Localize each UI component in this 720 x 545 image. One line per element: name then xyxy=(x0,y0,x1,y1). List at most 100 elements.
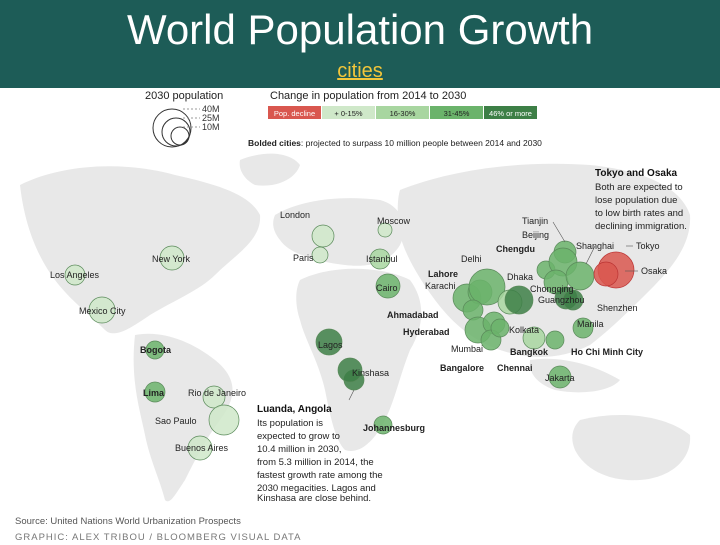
label-sao-paulo: Sao Paulo xyxy=(155,416,197,426)
label-jakarta: Jakarta xyxy=(545,373,575,383)
bubble-bangkok[interactable] xyxy=(522,326,546,350)
bubble-paris[interactable] xyxy=(311,246,329,264)
slide-header xyxy=(0,0,720,88)
label-cairo: Cairo xyxy=(376,283,398,293)
bubble-lagos[interactable] xyxy=(315,328,343,356)
label-lagos: Lagos xyxy=(318,340,343,350)
legend-change-label-3: 31-45% xyxy=(444,109,470,118)
label-karachi: Karachi xyxy=(425,281,456,291)
label-mexico-city: Mexico City xyxy=(79,306,126,316)
luanda-annotation-title: Luanda, Angola xyxy=(257,404,332,415)
legend-change-label-4: 46% or more xyxy=(489,109,532,118)
bubble-new-york[interactable] xyxy=(159,245,185,271)
luanda-annotation-line-6: 2030 megacities. Lagos and xyxy=(257,483,376,494)
land-europe xyxy=(273,198,404,266)
label-delhi: Delhi xyxy=(461,254,482,264)
legend-change-scale: Pop. decline + 0-15% 16-30% 31-45% 46% or mo… xyxy=(268,106,537,119)
legend-change-swatch-1 xyxy=(322,106,375,119)
tokyo-annotation-line-4: declining immigration. xyxy=(595,221,687,232)
luanda-annotation-line-2: expected to grow to xyxy=(257,431,340,442)
label-beijing: Beijing xyxy=(522,230,549,240)
luanda-annotation-line-4: from 5.3 million in 2014, the xyxy=(257,457,374,468)
legend-change-label-2: 16-30% xyxy=(390,109,416,118)
leader-tianjin xyxy=(552,221,566,243)
label-istanbul: Istanbul xyxy=(366,254,398,264)
land-africa xyxy=(296,268,422,451)
cities-link[interactable]: cities xyxy=(337,60,383,82)
label-los-angeles: Los Angeles xyxy=(50,270,100,280)
bubble-los-angeles[interactable] xyxy=(64,264,86,286)
land-north-america xyxy=(20,166,261,334)
bubble-chennai[interactable] xyxy=(490,318,510,338)
leader-shanghai xyxy=(585,245,596,265)
luanda-annotation-line-3: 10.4 million in 2030, xyxy=(257,444,342,455)
tokyo-annotation-line-3: to low birth rates and xyxy=(595,208,683,219)
legend-size-title: 2030 population xyxy=(145,90,223,102)
bubble-london[interactable] xyxy=(311,224,335,248)
bubble-jakarta[interactable] xyxy=(548,365,572,389)
bubble-shenzhen[interactable] xyxy=(562,289,584,311)
city-bubbles xyxy=(64,222,635,461)
legend: 2030 population 40M 25M 10M Change in po… xyxy=(145,90,542,148)
legend-bolded-note-bold: Bolded cities xyxy=(248,138,301,148)
label-dhaka: Dhaka xyxy=(507,272,533,282)
land-masses xyxy=(20,153,691,502)
luanda-annotation-line-1: Its population is xyxy=(257,418,323,429)
bubble-delhi[interactable] xyxy=(468,268,506,306)
bubble-cairo[interactable] xyxy=(375,273,401,299)
legend-size-circle-40m xyxy=(152,108,192,148)
bubble-mexico-city[interactable] xyxy=(88,296,116,324)
bubble-buenos-aires[interactable] xyxy=(187,435,213,461)
label-osaka: Osaka xyxy=(641,266,667,276)
label-bogota: Bogota xyxy=(140,345,172,355)
bubble-kinshasa[interactable] xyxy=(337,357,363,383)
bubble-bogota[interactable] xyxy=(145,340,165,360)
label-ho-chi-minh-city: Ho Chi Minh City xyxy=(571,347,643,357)
label-bangkok: Bangkok xyxy=(510,347,549,357)
label-moscow: Moscow xyxy=(377,216,411,226)
bubble-rio-de-janeiro[interactable] xyxy=(202,385,226,409)
label-lima: Lima xyxy=(143,388,165,398)
bubble-istanbul[interactable] xyxy=(369,248,391,270)
source-note: Source: United Nations World Urbanizatio… xyxy=(15,516,241,527)
city-labels: London Moscow Paris Istanbul Cairo New Y… xyxy=(50,210,667,453)
legend-change-label-0: Pop. decline xyxy=(274,109,315,118)
bubble-lima[interactable] xyxy=(144,381,166,403)
bubble-manila[interactable] xyxy=(572,317,594,339)
legend-change-swatch-4 xyxy=(484,106,537,119)
world-map: 2030 population 40M 25M 10M Change in po… xyxy=(15,90,691,543)
land-south-america xyxy=(133,333,233,502)
map-area: 2030 population 40M 25M 10M Change in po… xyxy=(0,88,720,543)
tokyo-annotation-title: Tokyo and Osaka xyxy=(595,168,678,179)
legend-size-circle-25m xyxy=(161,117,191,147)
bubble-johannesburg[interactable] xyxy=(373,415,393,435)
label-chongqing: Chongqing xyxy=(530,284,574,294)
bubble-osaka[interactable] xyxy=(593,261,619,287)
bubble-moscow[interactable] xyxy=(377,222,393,238)
bubble-sao-paulo[interactable] xyxy=(208,404,240,436)
land-australia xyxy=(572,415,691,481)
bubble-dhaka[interactable] xyxy=(504,285,534,315)
label-tokyo: Tokyo xyxy=(636,241,660,251)
label-paris: Paris xyxy=(293,253,314,263)
luanda-annotation-line-7: Kinshasa are close behind. xyxy=(257,493,371,504)
label-kinshasa: Kinshasa xyxy=(352,368,389,378)
tokyo-annotation: Tokyo and Osaka Both are expected to los… xyxy=(595,168,687,232)
bubble-ho-chi-minh-city[interactable] xyxy=(545,330,565,350)
tokyo-annotation-line-1: Both are expected to xyxy=(595,182,683,193)
label-bangalore: Bangalore xyxy=(440,363,484,373)
slide-title: World Population Growth xyxy=(126,6,594,53)
luanda-annotation-line-5: fastest growth rate among the xyxy=(257,470,383,481)
label-guangzhou: Guangzhou xyxy=(538,295,585,305)
legend-change-swatch-3 xyxy=(430,106,483,119)
leader-luanda xyxy=(348,389,355,401)
legend-size-circle-10m xyxy=(170,126,190,146)
legend-bolded-note-rest: : projected to surpass 10 million people… xyxy=(301,138,542,148)
label-buenos-aires: Buenos Aires xyxy=(175,443,229,453)
label-kolkata: Kolkata xyxy=(509,325,539,335)
label-johannesburg: Johannesburg xyxy=(363,423,425,433)
label-chengdu: Chengdu xyxy=(496,244,535,254)
legend-size-label-25m: 25M xyxy=(202,113,220,123)
legend-size-label-10m: 10M xyxy=(202,122,220,132)
label-lahore: Lahore xyxy=(428,269,458,279)
